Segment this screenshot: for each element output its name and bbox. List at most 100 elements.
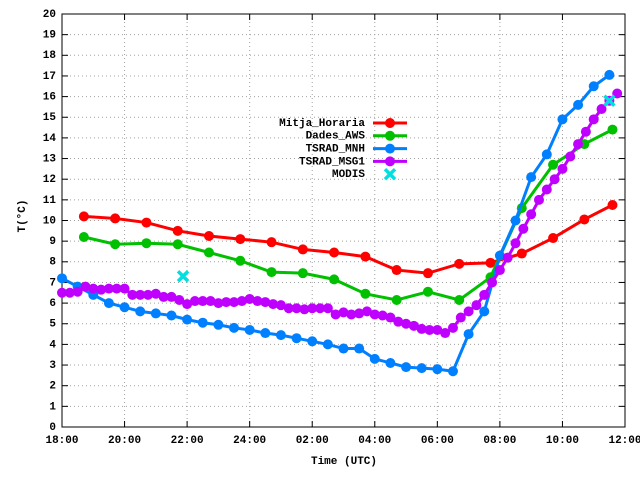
marker: [416, 363, 427, 374]
marker: [479, 289, 490, 300]
marker: [479, 306, 490, 317]
marker: [329, 274, 340, 285]
y-tick-label: 15: [43, 112, 57, 124]
y-tick-label: 16: [43, 92, 56, 104]
marker: [88, 283, 99, 294]
marker: [197, 296, 208, 307]
y-tick-label: 14: [43, 133, 57, 145]
y-tick-label: 18: [43, 50, 57, 62]
marker: [57, 273, 67, 284]
y-tick-label: 3: [49, 360, 56, 372]
marker: [440, 328, 451, 339]
series-line: [83, 203, 614, 275]
x-tick-label: 10:00: [546, 435, 579, 447]
y-tick-label: 0: [49, 422, 56, 434]
marker: [510, 215, 521, 226]
marker: [283, 303, 294, 314]
marker: [166, 291, 177, 302]
marker: [275, 300, 286, 311]
marker: [80, 281, 91, 292]
marker: [526, 172, 537, 183]
x-tick-label: 12:00: [608, 435, 640, 447]
y-axis-label: T(°C): [17, 199, 29, 232]
marker: [526, 209, 537, 220]
marker: [565, 151, 576, 162]
marker: [275, 330, 286, 341]
marker: [229, 297, 240, 308]
marker: [607, 200, 618, 211]
y-tick-label: 2: [49, 381, 56, 393]
marker: [322, 339, 333, 350]
x-tick-label: 18:00: [45, 435, 78, 447]
marker: [205, 296, 216, 307]
y-tick-label: 12: [43, 174, 56, 186]
marker: [377, 310, 388, 321]
marker: [213, 319, 224, 330]
marker: [408, 320, 419, 331]
marker: [127, 289, 138, 300]
y-tick-label: 5: [49, 319, 56, 331]
marker: [338, 307, 349, 318]
marker: [401, 362, 412, 373]
marker: [588, 114, 599, 125]
marker: [354, 308, 365, 319]
marker: [369, 353, 380, 364]
marker: [385, 312, 396, 323]
marker: [422, 268, 433, 279]
marker: [612, 88, 623, 99]
marker: [548, 233, 559, 244]
marker: [252, 296, 263, 307]
marker: [291, 333, 302, 344]
legend-label: TSRAD_MSG1: [299, 156, 365, 168]
x-axis-label: Time (UTC): [311, 456, 377, 468]
marker: [557, 114, 568, 125]
marker: [213, 298, 224, 309]
marker: [119, 283, 130, 294]
x-tick-label: 08:00: [483, 435, 516, 447]
marker: [354, 343, 365, 354]
marker: [135, 289, 146, 300]
marker: [533, 194, 544, 205]
marker: [454, 295, 465, 306]
marker: [103, 298, 114, 309]
marker: [463, 329, 474, 340]
marker: [487, 277, 498, 288]
marker: [573, 139, 584, 150]
series-line: [83, 128, 614, 302]
marker: [72, 286, 83, 297]
marker: [182, 299, 193, 310]
marker: [494, 265, 505, 276]
marker: [266, 267, 277, 278]
marker: [573, 99, 584, 110]
marker: [330, 309, 341, 320]
x-tick-label: 22:00: [171, 435, 204, 447]
marker: [150, 288, 161, 299]
legend-marker: [385, 130, 395, 141]
marker: [78, 232, 89, 243]
y-tick-label: 7: [49, 277, 56, 289]
marker: [176, 270, 190, 283]
marker: [103, 283, 114, 294]
y-tick-label: 10: [43, 215, 56, 227]
marker: [338, 343, 349, 354]
marker: [244, 324, 255, 335]
marker: [229, 322, 240, 333]
x-tick-label: 02:00: [296, 435, 329, 447]
marker: [235, 234, 246, 245]
marker: [141, 238, 152, 249]
y-tick-label: 1: [49, 401, 56, 413]
marker: [518, 223, 529, 234]
marker: [463, 306, 474, 317]
marker: [236, 296, 247, 307]
marker: [541, 149, 552, 160]
marker: [182, 314, 193, 325]
marker: [432, 324, 443, 335]
marker: [57, 287, 67, 298]
marker: [424, 324, 435, 335]
marker: [360, 288, 371, 299]
marker: [416, 323, 427, 334]
marker: [541, 184, 552, 195]
y-tick-label: 8: [49, 257, 56, 269]
marker: [166, 310, 177, 321]
y-tick-label: 11: [43, 195, 57, 207]
